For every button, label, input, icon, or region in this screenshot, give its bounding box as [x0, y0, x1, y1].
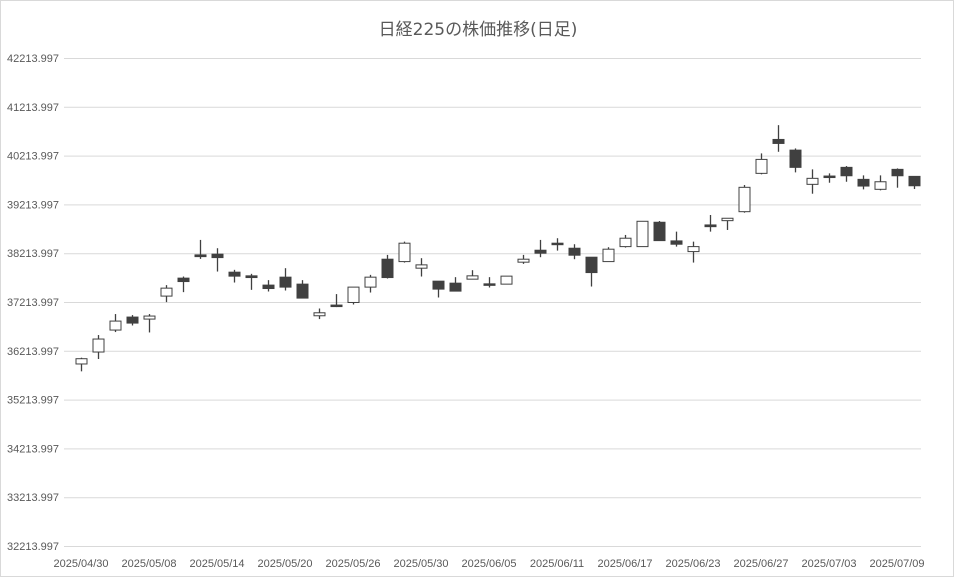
candle-body — [364, 276, 377, 288]
x-tick-label: 2025/06/23 — [665, 558, 720, 570]
candle-body — [381, 258, 394, 279]
candle-body — [704, 224, 717, 228]
candle-body — [279, 276, 292, 288]
candle-body — [534, 249, 547, 254]
x-tick-label: 2025/05/14 — [189, 558, 244, 570]
candle-body — [483, 283, 496, 286]
y-tick-label: 39213.997 — [7, 199, 59, 211]
candle-body — [721, 217, 734, 222]
candle-body — [330, 304, 343, 308]
candle-body — [619, 237, 632, 248]
candle-body — [449, 282, 462, 292]
x-tick-label: 2025/06/11 — [530, 558, 584, 570]
candle-body — [755, 158, 768, 174]
candle-body — [602, 248, 615, 263]
y-tick-label: 42213.997 — [7, 53, 59, 65]
candle-body — [177, 277, 190, 283]
candle-body — [687, 246, 700, 253]
y-tick-label: 33213.997 — [7, 492, 59, 504]
candle-body — [262, 284, 275, 290]
candle-body — [806, 177, 819, 185]
y-tick-label: 37213.997 — [7, 297, 59, 309]
x-tick-label: 2025/05/20 — [257, 558, 312, 570]
candle-body — [92, 338, 105, 353]
x-tick-label: 2025/05/26 — [325, 558, 380, 570]
x-tick-label: 2025/06/27 — [733, 558, 788, 570]
x-tick-label: 2025/06/17 — [597, 558, 652, 570]
x-tick-label: 2025/04/30 — [53, 558, 108, 570]
candle-body — [789, 149, 802, 168]
y-tick-label: 40213.997 — [7, 151, 59, 163]
candle-body — [347, 286, 360, 303]
candle-body — [874, 181, 887, 190]
candle-body — [517, 258, 530, 263]
x-tick-label: 2025/07/03 — [801, 558, 856, 570]
candle-body — [636, 220, 649, 248]
y-tick-label: 32213.997 — [7, 541, 59, 553]
x-tick-label: 2025/05/30 — [393, 558, 448, 570]
candle-body — [211, 253, 224, 259]
candle-body — [194, 254, 207, 258]
y-tick-label: 41213.997 — [7, 102, 59, 114]
candle-body — [772, 138, 785, 144]
candle-body — [160, 287, 173, 297]
candle-body — [908, 175, 921, 187]
y-tick-label: 35213.997 — [7, 395, 59, 407]
chart-title: 日経225の株価推移(日足) — [378, 20, 578, 40]
candle-body — [670, 240, 683, 245]
x-tick-label: 2025/07/09 — [869, 558, 924, 570]
y-tick-label: 36213.997 — [7, 346, 59, 358]
y-tick-label: 34213.997 — [7, 443, 59, 455]
candle-body — [840, 166, 853, 177]
candle-body — [653, 221, 666, 242]
candle-body — [398, 242, 411, 263]
y-tick-label: 38213.997 — [7, 248, 59, 260]
candle-body — [857, 178, 870, 187]
candle-body — [75, 358, 88, 365]
candle-body — [738, 186, 751, 213]
candle-body — [823, 175, 836, 179]
candle-body — [245, 275, 258, 279]
candle-body — [466, 275, 479, 280]
candle-body — [568, 247, 581, 256]
candle-body — [415, 264, 428, 269]
candle-body — [109, 320, 122, 331]
candle-body — [432, 280, 445, 290]
candle-body — [891, 168, 904, 177]
candle-body — [296, 283, 309, 299]
candle-body — [585, 256, 598, 274]
candle-body — [126, 316, 139, 324]
candle-body — [143, 315, 156, 320]
candle-body — [551, 242, 564, 246]
candle-body — [313, 312, 326, 317]
x-tick-label: 2025/06/05 — [461, 558, 516, 570]
candle-body — [228, 271, 241, 277]
x-tick-label: 2025/05/08 — [121, 558, 176, 570]
candle-body — [500, 275, 513, 285]
